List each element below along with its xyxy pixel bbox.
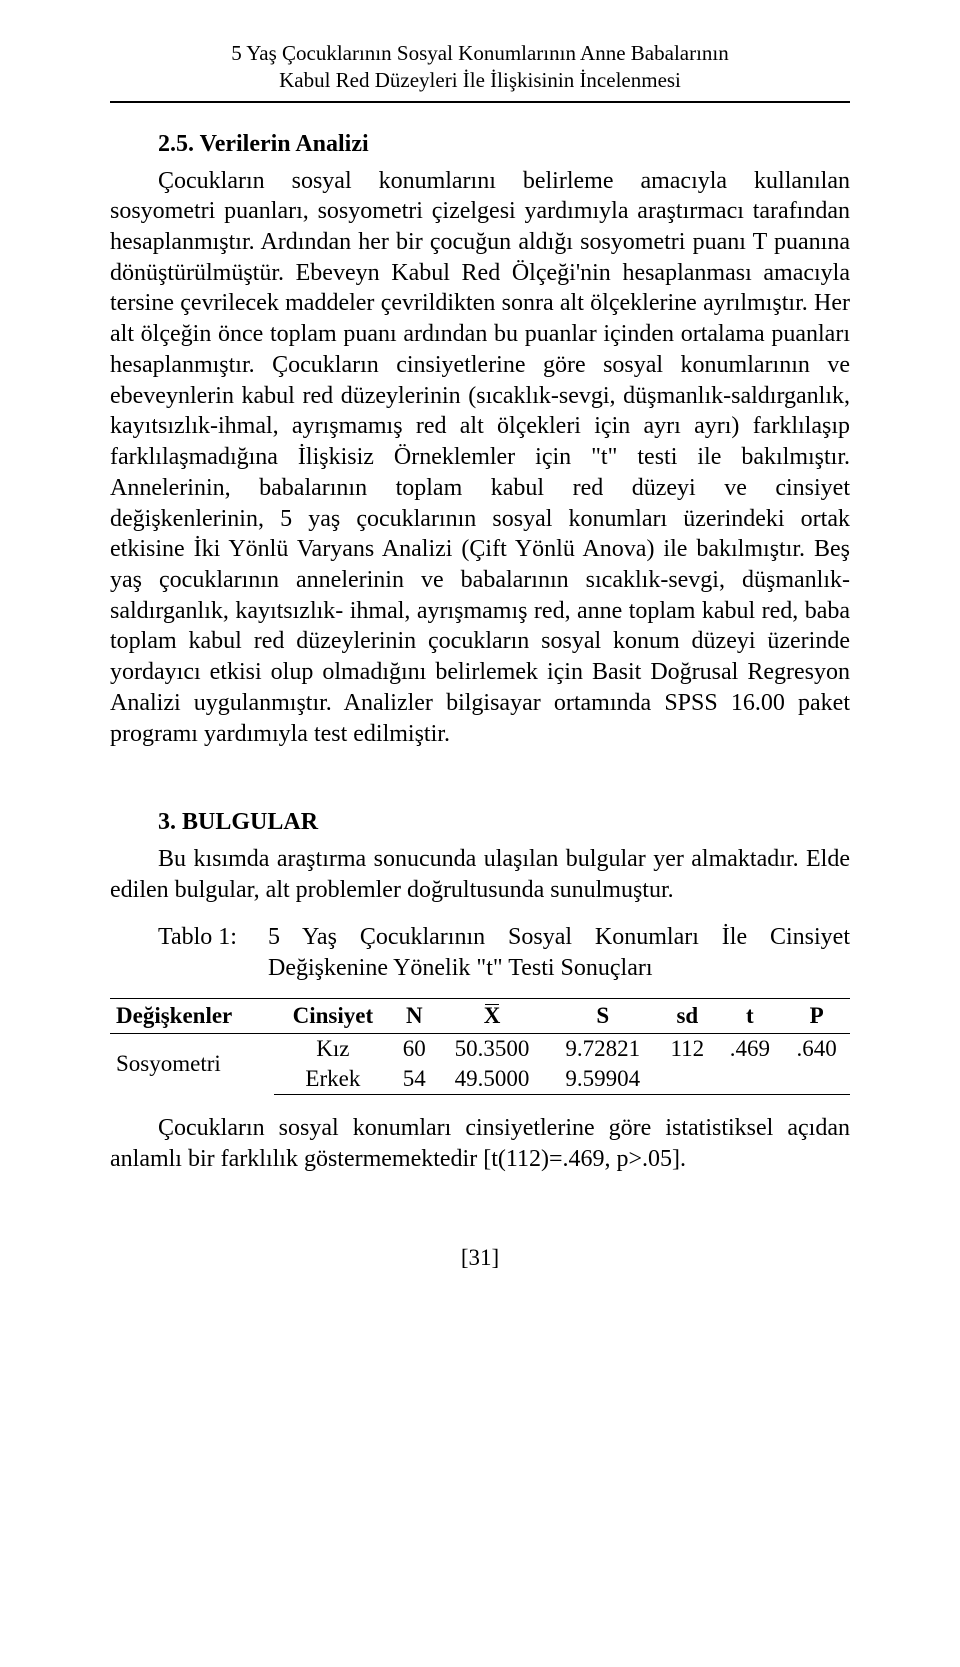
cell-cins: Erkek: [274, 1064, 392, 1095]
cell-var: Sosyometri: [110, 1034, 274, 1095]
running-head: 5 Yaş Çocuklarının Sosyal Konumlarının A…: [110, 40, 850, 103]
cell-mean: 50.3500: [437, 1034, 548, 1065]
section-3-heading: 3. BULGULAR: [110, 809, 850, 836]
cell-sd: [658, 1064, 716, 1095]
xbar-symbol: X: [484, 1003, 501, 1029]
th-n: N: [392, 999, 437, 1034]
table-1: Değişkenler Cinsiyet N X S sd t P Sosyom…: [110, 998, 850, 1095]
th-t: t: [716, 999, 783, 1034]
page-container: 5 Yaş Çocuklarının Sosyal Konumlarının A…: [0, 0, 960, 1321]
th-var: Değişkenler: [110, 999, 274, 1034]
table-1-interpretation: Çocukların sosyal konumları cinsiyetleri…: [110, 1113, 850, 1174]
th-p: P: [783, 999, 850, 1034]
table-header-row: Değişkenler Cinsiyet N X S sd t P: [110, 999, 850, 1034]
cell-n: 60: [392, 1034, 437, 1065]
page-number: [31]: [110, 1245, 850, 1271]
cell-s: 9.59904: [547, 1064, 658, 1095]
cell-mean: 49.5000: [437, 1064, 548, 1095]
section-3-intro: Bu kısımda araştırma sonucunda ulaşılan …: [110, 844, 850, 905]
cell-t: [716, 1064, 783, 1095]
cell-s: 9.72821: [547, 1034, 658, 1065]
cell-sd: 112: [658, 1034, 716, 1065]
th-cins: Cinsiyet: [274, 999, 392, 1034]
table-1-caption-text: 5 Yaş Çocuklarının Sosyal Konumları İle …: [268, 922, 850, 984]
table-1-caption-label: Tablo 1:: [158, 922, 268, 984]
th-mean: X: [437, 999, 548, 1034]
running-head-line2: Kabul Red Düzeyleri İle İlişkisinin İnce…: [279, 68, 681, 92]
cell-p: [783, 1064, 850, 1095]
cell-p: .640: [783, 1034, 850, 1065]
th-sd: sd: [658, 999, 716, 1034]
section-2-5-body: Çocukların sosyal konumlarını belirleme …: [110, 166, 850, 750]
running-head-line1: 5 Yaş Çocuklarının Sosyal Konumlarının A…: [231, 41, 729, 65]
cell-cins: Kız: [274, 1034, 392, 1065]
spacer: [110, 781, 850, 809]
cell-t: .469: [716, 1034, 783, 1065]
cell-n: 54: [392, 1064, 437, 1095]
table-1-caption: Tablo 1: 5 Yaş Çocuklarının Sosyal Konum…: [110, 922, 850, 984]
section-2-5-heading: 2.5. Verilerin Analizi: [110, 131, 850, 158]
table-row: Sosyometri Kız 60 50.3500 9.72821 112 .4…: [110, 1034, 850, 1065]
th-s: S: [547, 999, 658, 1034]
